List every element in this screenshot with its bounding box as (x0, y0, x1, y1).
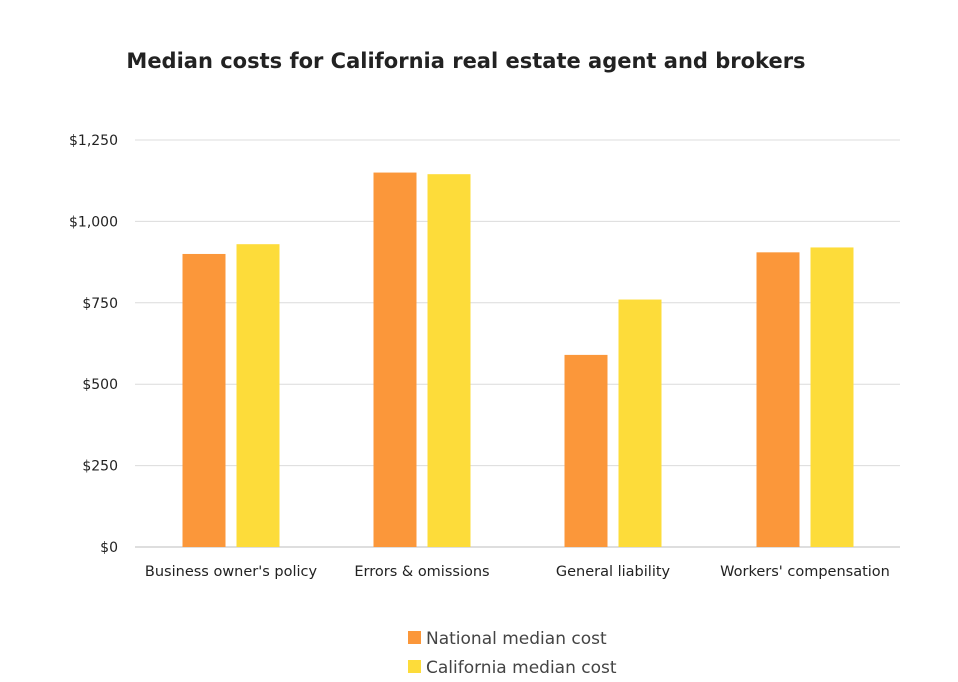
bar-national (182, 253, 226, 547)
x-category-label: Workers' compensation (720, 564, 890, 580)
bar-california (427, 174, 471, 548)
legend-swatch (408, 660, 421, 673)
y-tick-label: $750 (82, 296, 118, 312)
x-category-label: Business owner's policy (145, 564, 318, 580)
bars (182, 172, 854, 548)
legend[interactable]: National median cost California median co… (408, 629, 617, 678)
bar-california (236, 244, 280, 547)
y-tick-label: $0 (100, 540, 118, 556)
x-axis-categories: Business owner's policy Errors & omission… (145, 564, 890, 580)
x-category-label: General liability (556, 564, 671, 580)
y-tick-label: $250 (82, 459, 118, 475)
bar-california (810, 247, 854, 547)
chart-title: Median costs for California real estate … (126, 49, 805, 73)
y-tick-label: $500 (82, 377, 118, 393)
bar-national (756, 252, 800, 547)
legend-swatch (408, 631, 421, 644)
y-tick-label: $1,000 (69, 214, 118, 230)
x-category-label: Errors & omissions (354, 564, 489, 580)
y-tick-label: $1,250 (69, 133, 118, 149)
legend-label: National median cost (426, 629, 607, 649)
y-axis-ticks: $0 $250 $500 $750 $1,000 $1,250 (69, 133, 118, 556)
legend-label: California median cost (426, 658, 617, 678)
bar-california (618, 299, 662, 547)
bar-national (373, 172, 417, 547)
bar-national (564, 354, 608, 547)
